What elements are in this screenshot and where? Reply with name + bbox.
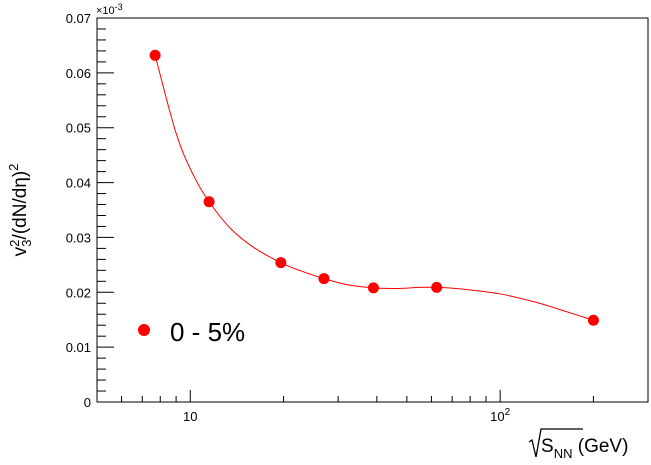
y-tick-label: 0.04 [66,176,91,191]
y-axis-label: v23/(dN/dη)2 [6,164,34,257]
sqrt-sign [528,428,583,458]
data-points-layer [149,49,599,326]
data-point [367,282,379,294]
y-multiplier: ×10-3 [96,2,123,17]
fit-curve-layer [154,55,594,321]
legend-label: 0 - 5% [170,317,245,347]
plot-frame [96,17,649,403]
x-tick-label: 10 [183,409,197,424]
y-tick-label: 0.07 [66,11,91,26]
fit-curve [154,55,594,321]
y-tick-label: 0.06 [66,66,91,81]
y-tick-label: 0.03 [66,230,91,245]
data-point [587,314,599,326]
x-axis-label: SNN (GeV) [541,436,628,461]
data-point [431,281,443,293]
data-point [203,196,215,208]
x-tick-label: 102 [490,407,510,424]
y-tick-label: 0 [84,395,91,410]
axis-ticks: 0 0.01 0.02 0.03 0.04 0.05 0.06 0.07 10 102 [66,11,649,424]
data-point [318,273,330,285]
y-tick-label: 0.05 [66,121,91,136]
y-tick-label: 0.01 [66,340,91,355]
y-tick-label: 0.02 [66,285,91,300]
data-point [275,257,287,269]
data-point [149,49,161,61]
legend-marker [138,324,150,336]
